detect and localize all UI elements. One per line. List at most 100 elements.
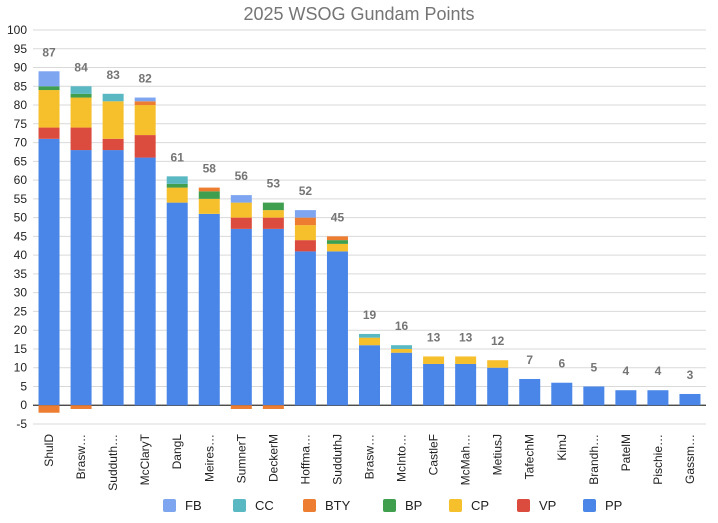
bar-segment-pp	[423, 363, 445, 406]
legend: FB CC BTY BP CP VP PP	[163, 498, 622, 513]
bar-total-label: 56	[235, 169, 249, 183]
bar-segment-bty	[326, 236, 348, 241]
bar-segment-pp	[551, 382, 573, 406]
bar-segment-pp	[326, 251, 348, 406]
legend-swatch-pp	[583, 499, 596, 512]
bar-segment-cp	[166, 187, 188, 203]
bar-segment-bp	[166, 183, 188, 188]
legend-swatch-cp	[449, 499, 462, 512]
x-tick-label: Hoffma…	[298, 434, 312, 484]
bar-segment-pp	[647, 390, 669, 406]
bar-segment-pp	[391, 352, 413, 406]
legend-label-vp: VP	[539, 498, 556, 513]
y-tick-label: 15	[14, 342, 28, 356]
bar-total-label: 58	[203, 162, 217, 176]
bar-total-label: 45	[331, 210, 345, 224]
bar-total-label: 5	[590, 360, 597, 374]
bar-segment-bty	[294, 217, 316, 226]
bar-segment-cp	[230, 202, 252, 218]
bar-segment-vp	[294, 240, 316, 252]
x-axis: ShulD Brasw… Sudduth… McClaryT DangL Meires… S…	[42, 433, 697, 490]
bar-segment-cp	[294, 225, 316, 241]
bar-segment-fb	[294, 210, 316, 218]
bar-segment-cp	[326, 243, 348, 252]
y-tick-label: 65	[14, 154, 28, 168]
x-tick-label: SudduthJ	[330, 434, 344, 485]
y-tick-label: 50	[14, 211, 28, 225]
bar-segment-cp	[391, 348, 413, 353]
bar-segment-bp	[70, 93, 92, 98]
x-tick-label: CastleF	[427, 434, 441, 475]
bar-total-label: 53	[267, 177, 281, 191]
x-tick-label: Brandh…	[587, 434, 601, 485]
bar-segment-cp	[198, 198, 220, 214]
bar-segment-vp	[134, 135, 156, 158]
x-tick-label: McInto…	[395, 434, 409, 482]
bar-total-label: 16	[395, 319, 409, 333]
bar-segment-cp	[262, 210, 284, 218]
bar-total-label: 61	[171, 150, 185, 164]
y-tick-label: 10	[14, 361, 28, 375]
bar-segment-vp	[38, 127, 60, 139]
y-tick-label: 30	[14, 286, 28, 300]
bar-total-label: 4	[623, 364, 630, 378]
bars	[38, 71, 701, 413]
legend-swatch-bp	[383, 499, 396, 512]
bar-segment-pp	[262, 228, 284, 406]
bar-total-label: 87	[42, 45, 56, 59]
y-tick-label: 75	[14, 117, 28, 131]
bar-segment-bp	[326, 240, 348, 244]
y-tick-label: 95	[14, 42, 28, 56]
y-axis: -5 0 5 10 15 20 25 30 35 40 45 50 55 60 65 70 75 80 85 90 95…	[7, 23, 27, 431]
bar-segment-bty	[230, 405, 252, 409]
bar-segment-bty	[38, 405, 60, 413]
legend-label-pp: PP	[605, 498, 622, 513]
y-tick-label: 90	[14, 61, 28, 75]
bar-total-label: 52	[299, 184, 313, 198]
bar-segment-cc	[359, 333, 380, 338]
x-tick-label: Meires…	[202, 434, 216, 482]
y-tick-label: 20	[14, 323, 28, 337]
bar-segment-bty	[198, 187, 220, 192]
bar-total-label: 3	[687, 368, 694, 382]
bar-segment-fb	[230, 195, 252, 203]
bar-segment-pp	[359, 345, 380, 406]
bar-segment-pp	[487, 367, 509, 406]
bar-segment-vp	[102, 138, 124, 151]
bar-segment-bty	[262, 405, 284, 409]
x-tick-label: PatelM	[619, 434, 633, 471]
x-tick-label: TafechM	[523, 434, 537, 479]
x-tick-label: Brasw…	[363, 434, 377, 479]
bar-segment-bp	[262, 202, 284, 211]
bar-segment-cp	[359, 337, 380, 346]
x-tick-label: Pischie…	[651, 434, 665, 485]
legend-swatch-cc	[233, 499, 246, 512]
x-tick-label: KimJ	[555, 434, 569, 461]
y-tick-label: 5	[20, 379, 27, 393]
bar-segment-pp	[70, 150, 92, 406]
bar-total-label: 4	[655, 364, 662, 378]
bar-total-label: 83	[106, 68, 120, 82]
bar-segment-pp	[294, 251, 316, 406]
legend-swatch-bty	[303, 499, 316, 512]
y-tick-label: 85	[14, 79, 28, 93]
bar-segment-cp	[487, 360, 509, 368]
bar-segment-pp	[615, 390, 637, 406]
x-tick-label: DangL	[170, 434, 184, 470]
bar-segment-pp	[679, 393, 701, 406]
y-tick-label: 70	[14, 136, 28, 150]
bar-segment-bty	[134, 101, 156, 106]
x-tick-label: McClaryT	[138, 433, 152, 485]
bar-segment-cc	[166, 176, 188, 184]
bar-segment-pp	[102, 150, 124, 406]
bar-segment-bp	[38, 86, 60, 91]
x-tick-label: Brasw…	[74, 434, 88, 479]
legend-swatch-fb	[163, 499, 176, 512]
bar-segment-fb	[38, 71, 60, 87]
bar-total-label: 12	[491, 334, 505, 348]
bar-segment-pp	[583, 386, 605, 406]
bar-total-label: 82	[138, 72, 152, 86]
bar-segment-pp	[166, 202, 188, 406]
